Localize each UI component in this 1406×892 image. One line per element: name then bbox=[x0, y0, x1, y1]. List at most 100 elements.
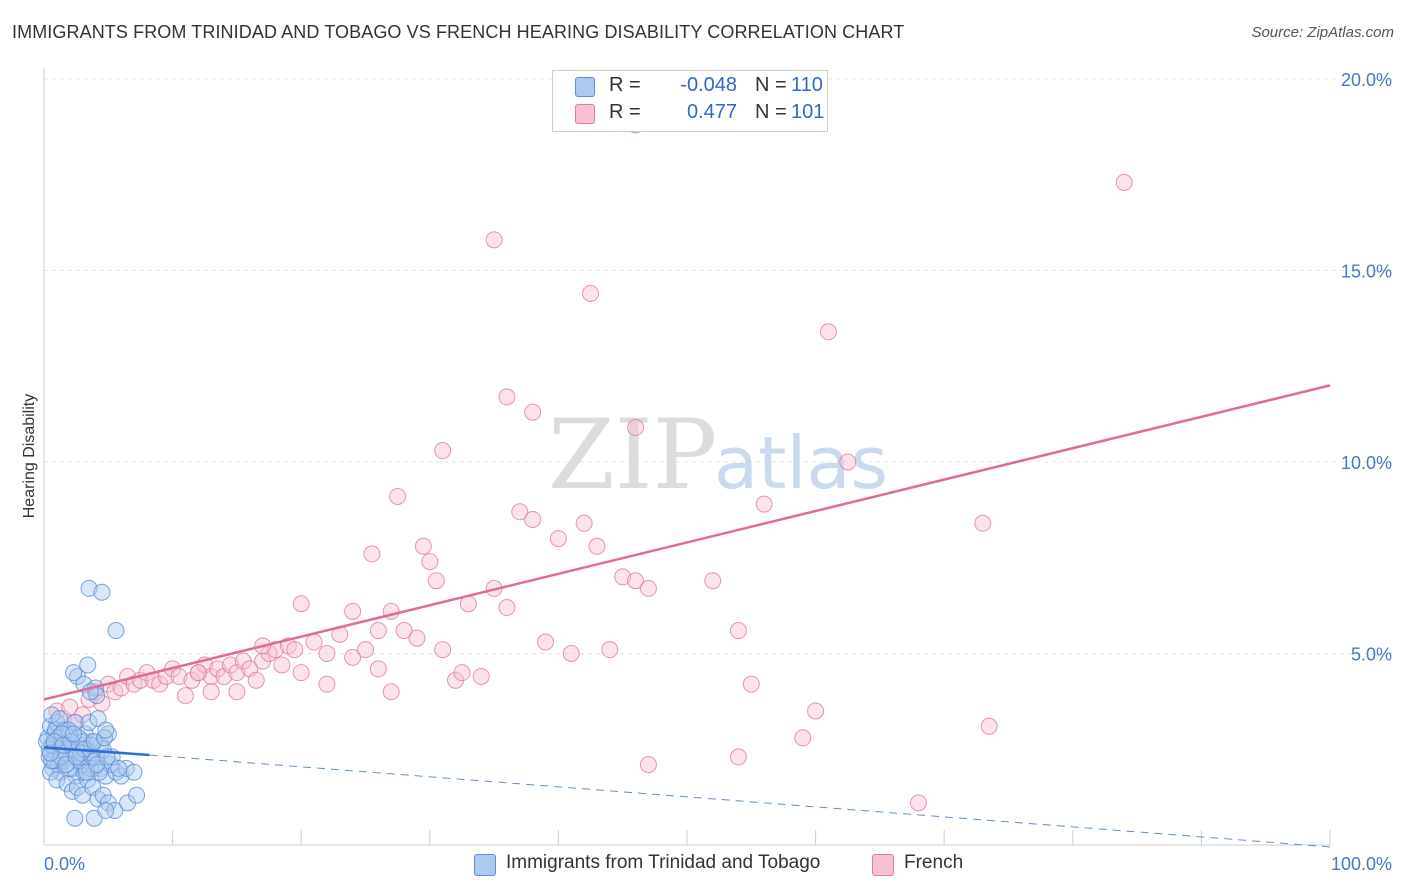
point-french bbox=[582, 284, 600, 302]
point-french bbox=[537, 633, 555, 651]
legend-r-label: R = bbox=[609, 74, 641, 96]
point-french bbox=[363, 545, 381, 563]
point-immigrants bbox=[45, 733, 63, 751]
point-french bbox=[369, 622, 387, 640]
point-french bbox=[1115, 173, 1133, 191]
legend-n-value: 110 bbox=[791, 74, 823, 96]
point-immigrants bbox=[97, 721, 115, 739]
point-immigrants bbox=[128, 786, 146, 804]
trend-line-french bbox=[43, 384, 1331, 701]
y-axis-label: Hearing Disability bbox=[21, 394, 38, 519]
point-immigrants bbox=[66, 809, 84, 827]
bottom-legend-label: French bbox=[904, 852, 964, 873]
watermark-zip: ZIP bbox=[548, 399, 717, 511]
point-french bbox=[318, 645, 336, 662]
point-immigrants bbox=[80, 579, 98, 597]
legend-r-value: 0.477 bbox=[686, 101, 737, 123]
point-french bbox=[807, 702, 825, 720]
point-french bbox=[286, 641, 304, 659]
bottom-legend-swatch-pink bbox=[872, 854, 894, 876]
point-french bbox=[176, 687, 194, 705]
legend-swatch-blue bbox=[575, 77, 595, 97]
point-french bbox=[434, 442, 452, 460]
point-french bbox=[562, 645, 580, 662]
point-french bbox=[318, 675, 336, 693]
point-french bbox=[498, 599, 516, 617]
point-french bbox=[601, 641, 619, 659]
correlation-legend: R = -0.048 N = 110 R = 0.477 N = 101 bbox=[552, 70, 828, 132]
y-tick-label: 15.0% bbox=[1341, 262, 1392, 282]
point-immigrants bbox=[48, 771, 66, 789]
point-french bbox=[614, 568, 632, 586]
point-french bbox=[980, 717, 998, 735]
y-tick-label: 10.0% bbox=[1341, 453, 1392, 473]
point-immigrants bbox=[65, 725, 83, 743]
tick-labels: 5.0% 10.0% 15.0% 20.0% 0.0% 100.0% bbox=[44, 70, 1392, 874]
watermark-atlas: atlas bbox=[714, 421, 888, 505]
legend-n-label: N = bbox=[755, 101, 787, 123]
point-french bbox=[408, 629, 426, 647]
y-tick-label: 5.0% bbox=[1351, 645, 1392, 665]
point-french bbox=[305, 633, 323, 651]
point-french bbox=[292, 664, 310, 682]
point-french bbox=[819, 323, 837, 341]
point-french bbox=[755, 495, 773, 513]
point-french bbox=[273, 656, 291, 674]
trend-lines bbox=[43, 384, 1331, 848]
x-tick-label: 100.0% bbox=[1331, 854, 1392, 874]
point-french bbox=[170, 667, 188, 685]
point-immigrants bbox=[79, 656, 97, 674]
point-french bbox=[839, 453, 857, 471]
point-french bbox=[228, 683, 246, 701]
point-immigrants bbox=[110, 759, 128, 777]
point-french bbox=[909, 794, 927, 812]
point-immigrants bbox=[85, 733, 103, 751]
point-french bbox=[639, 579, 657, 597]
point-french bbox=[189, 664, 207, 682]
point-immigrants bbox=[125, 763, 143, 781]
point-french bbox=[639, 756, 657, 774]
point-french bbox=[202, 683, 220, 701]
point-french bbox=[472, 667, 490, 685]
point-french bbox=[344, 648, 362, 666]
point-french bbox=[389, 487, 407, 505]
point-french bbox=[627, 419, 645, 437]
legend-r-label: R = bbox=[609, 101, 641, 123]
source-label: Source: ZipAtlas.com bbox=[1251, 24, 1394, 41]
point-french bbox=[627, 572, 645, 590]
legend-r-value: -0.048 bbox=[680, 74, 737, 96]
trend-line-immigrants-extension bbox=[149, 754, 1331, 848]
point-french bbox=[524, 510, 542, 528]
point-immigrants bbox=[107, 622, 125, 640]
point-french bbox=[247, 671, 265, 689]
point-immigrants bbox=[80, 713, 98, 731]
legend-n-value: 101 bbox=[791, 101, 825, 123]
legend-swatch-pink bbox=[575, 104, 595, 124]
point-french bbox=[511, 503, 529, 521]
point-immigrants bbox=[65, 664, 83, 682]
point-french bbox=[498, 388, 516, 406]
point-french bbox=[382, 683, 400, 701]
point-french bbox=[794, 729, 812, 747]
bottom-legend-swatch-blue bbox=[474, 854, 496, 876]
legend-n-label: N = bbox=[755, 74, 787, 96]
point-french bbox=[357, 641, 374, 659]
trend-line-immigrants bbox=[43, 746, 150, 757]
point-immigrants bbox=[93, 583, 111, 601]
point-french bbox=[974, 514, 992, 532]
point-french bbox=[414, 537, 432, 555]
bottom-legend-label: Immigrants from Trinidad and Tobago bbox=[506, 852, 821, 873]
point-french bbox=[729, 748, 747, 766]
scatter-points bbox=[38, 116, 1133, 827]
point-french bbox=[434, 641, 452, 659]
point-french bbox=[704, 572, 722, 590]
point-french bbox=[729, 622, 747, 640]
grid-lines bbox=[44, 78, 1394, 654]
point-french bbox=[395, 622, 413, 640]
point-french bbox=[742, 675, 760, 693]
point-french bbox=[524, 403, 542, 421]
x-tick-label: 0.0% bbox=[44, 854, 85, 874]
point-french bbox=[575, 514, 593, 532]
point-french bbox=[61, 698, 79, 716]
